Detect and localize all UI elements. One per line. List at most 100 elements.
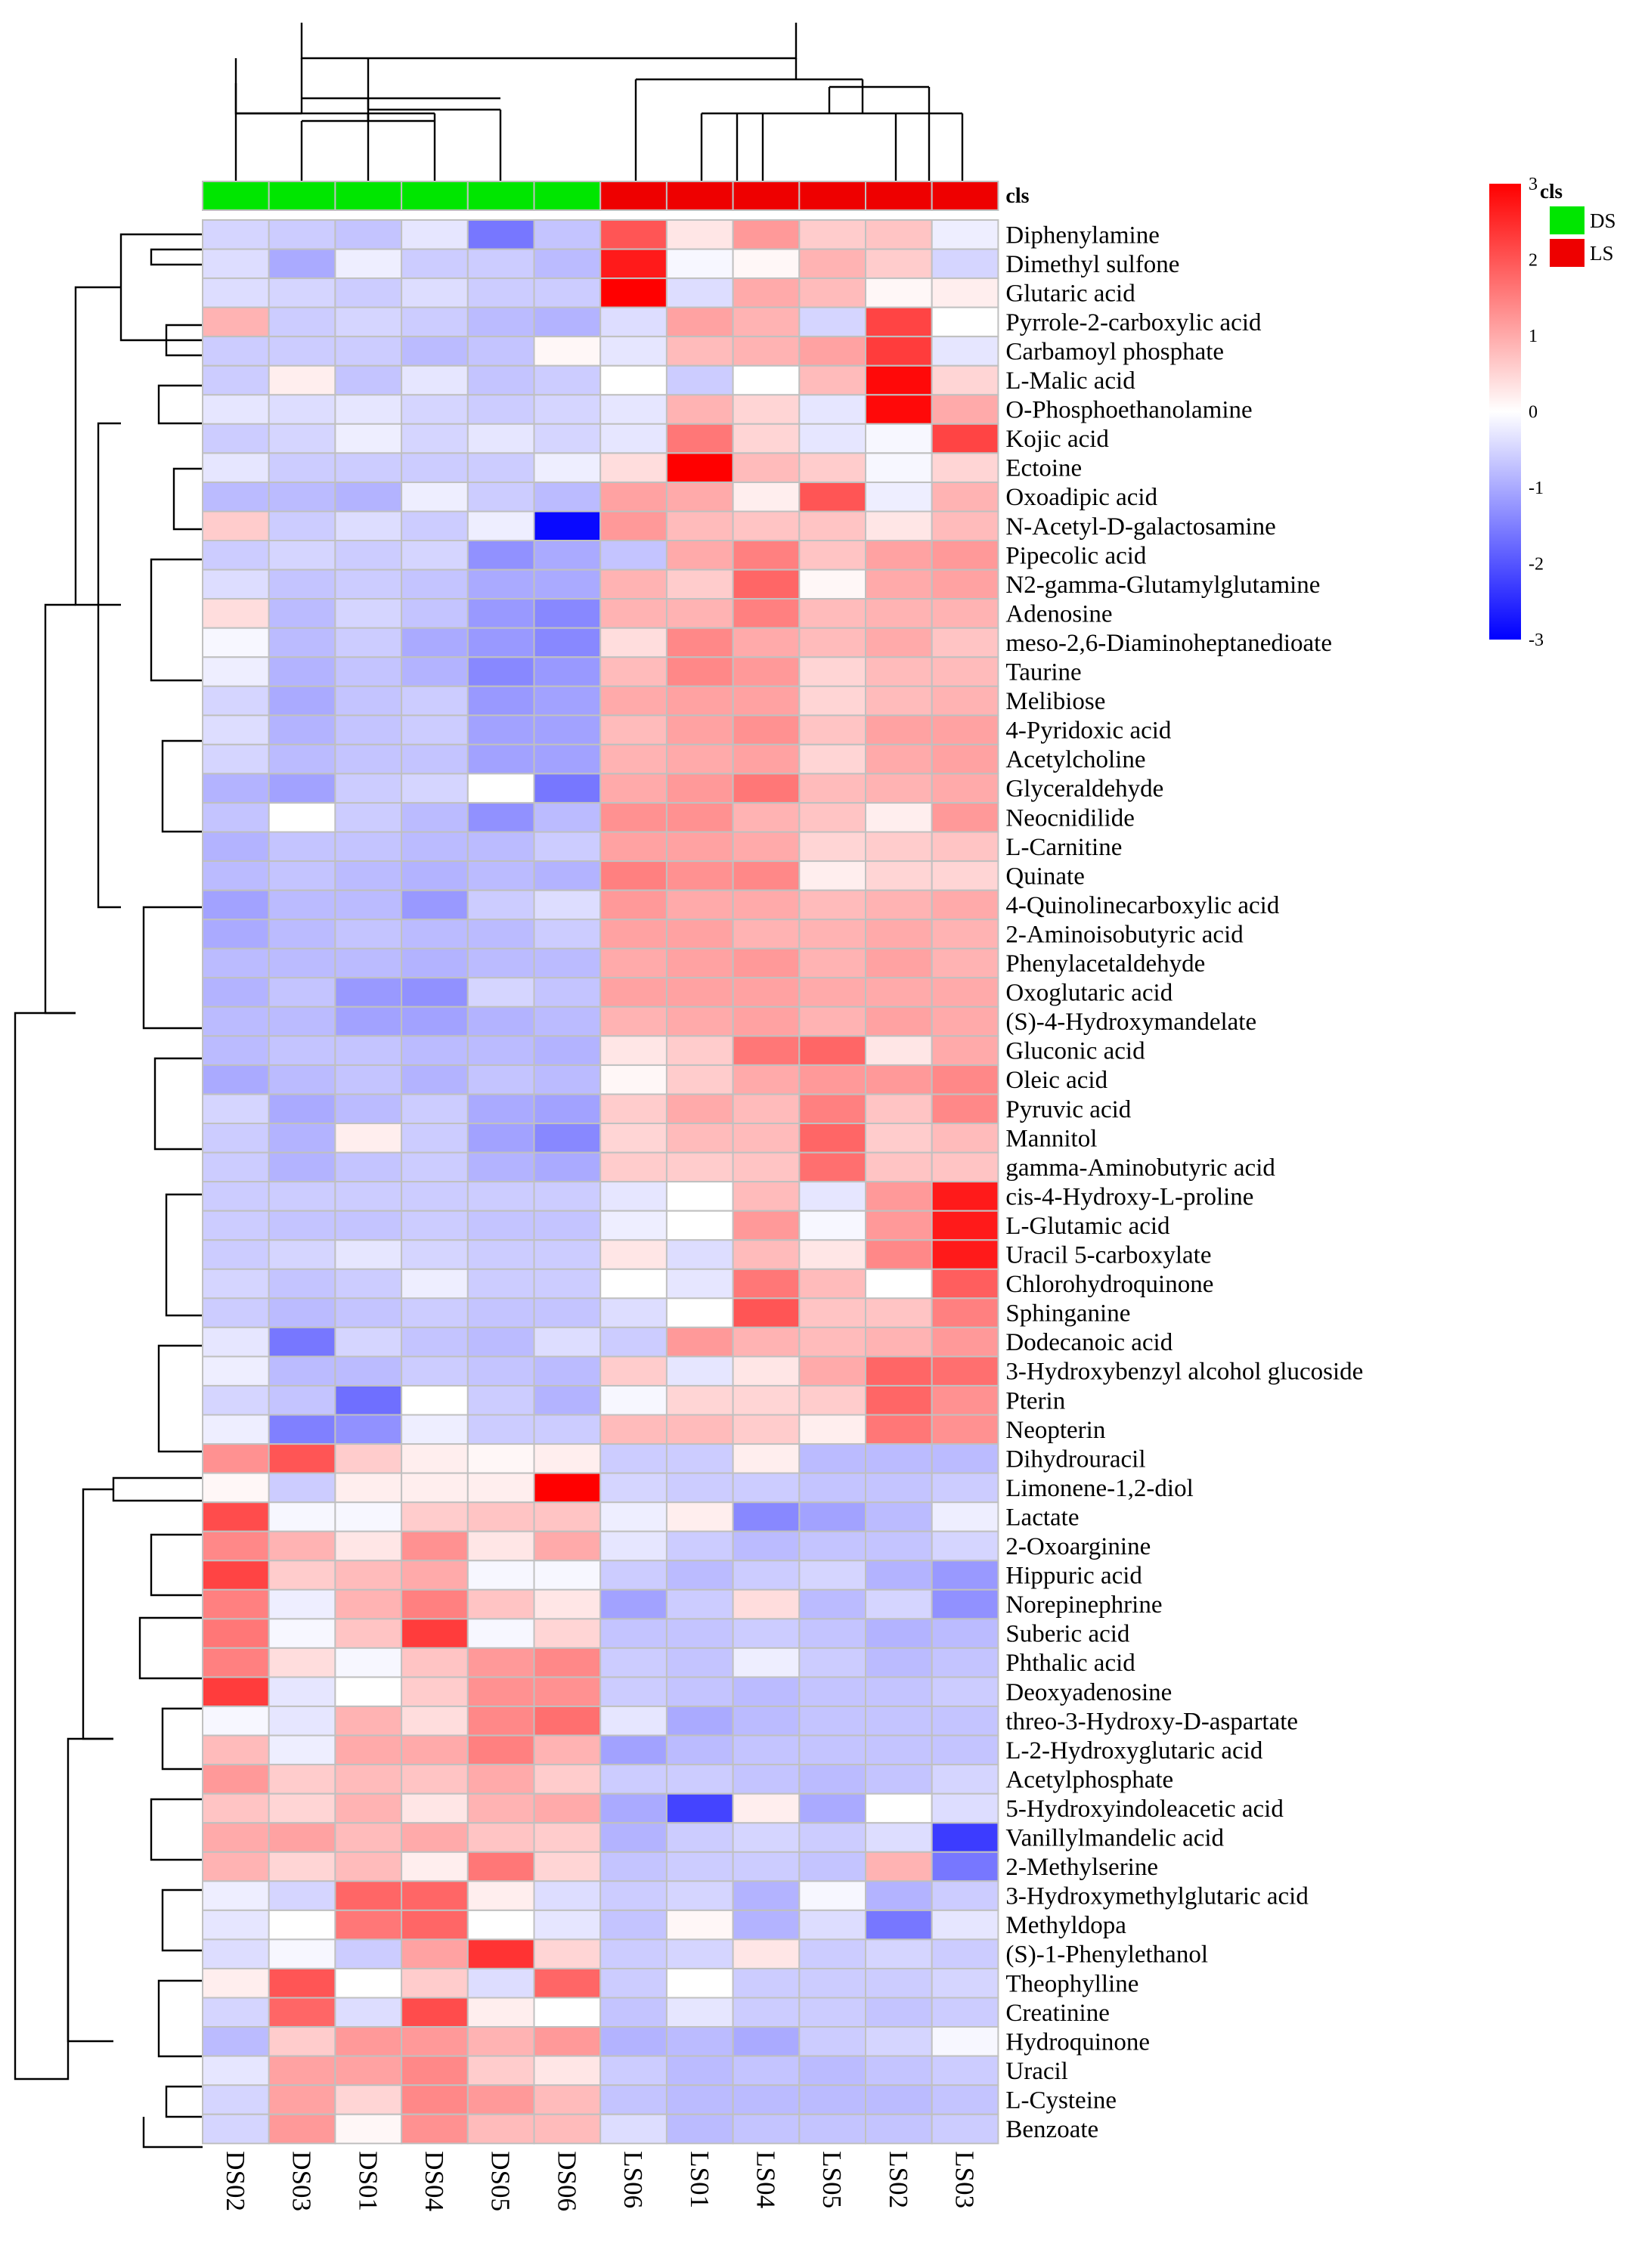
heatmap-cell — [665, 306, 734, 338]
heatmap-cell — [401, 1560, 469, 1591]
heatmap-cell — [466, 977, 535, 1008]
heatmap-cell — [334, 1560, 403, 1591]
heatmap-cell — [401, 1588, 469, 1620]
heatmap-cell — [865, 889, 933, 921]
heatmap-cell — [466, 277, 535, 308]
heatmap-cell — [401, 1239, 469, 1270]
heatmap-cell — [732, 656, 801, 687]
heatmap-cell — [865, 1909, 933, 1941]
metabolite-label: Deoxyadenosine — [1005, 1679, 1172, 1706]
heatmap-cell — [401, 1443, 469, 1474]
heatmap-cell — [202, 1181, 270, 1212]
heatmap-cell — [931, 219, 999, 250]
heatmap-cell — [865, 1414, 933, 1445]
heatmap-cell — [931, 248, 999, 280]
heatmap-cell — [599, 1530, 668, 1562]
heatmap-cell — [931, 1588, 999, 1620]
heatmap-cell — [202, 627, 270, 658]
heatmap-cell — [931, 1005, 999, 1037]
heatmap-cell — [599, 1123, 668, 1154]
heatmap-cell — [798, 831, 867, 862]
heatmap-cell — [268, 977, 336, 1008]
heatmap-cell — [334, 306, 403, 338]
heatmap-cell — [466, 831, 535, 862]
heatmap-cell — [202, 773, 270, 804]
heatmap-cell — [401, 569, 469, 600]
heatmap-cell — [401, 1792, 469, 1824]
heatmap-cell — [798, 336, 867, 367]
heatmap-cell — [466, 1239, 535, 1270]
heatmap-cell — [599, 219, 668, 250]
heatmap-cell — [798, 1123, 867, 1154]
heatmap-cell — [202, 1005, 270, 1037]
heatmap-cell — [202, 743, 270, 775]
heatmap-cell — [466, 1764, 535, 1795]
heatmap-cell — [865, 685, 933, 717]
heatmap-cell — [202, 1385, 270, 1416]
heatmap-cell — [798, 1647, 867, 1678]
heatmap-cell — [466, 2026, 535, 2057]
heatmap-cell — [599, 2113, 668, 2145]
heatmap-cell — [732, 1326, 801, 1358]
heatmap-cell — [665, 2055, 734, 2087]
heatmap-cell — [732, 1268, 801, 1300]
heatmap-cell — [665, 1123, 734, 1154]
heatmap-cell — [599, 685, 668, 717]
heatmap-cell — [931, 1997, 999, 2028]
metabolite-label: O-Phosphoethanolamine — [1005, 397, 1252, 424]
heatmap-cell — [732, 1734, 801, 1766]
heatmap-cell — [931, 1414, 999, 1445]
metabolite-label: Kojic acid — [1005, 426, 1109, 453]
heatmap-cell — [865, 306, 933, 338]
heatmap-cell — [334, 1414, 403, 1445]
heatmap-cell — [865, 1618, 933, 1649]
heatmap-cell — [401, 831, 469, 862]
heatmap-cell — [599, 1792, 668, 1824]
heatmap-cell — [865, 1851, 933, 1882]
heatmap-cell — [334, 2026, 403, 2057]
heatmap-cell — [334, 2084, 403, 2115]
heatmap-cell — [268, 1560, 336, 1591]
heatmap-cell — [334, 1792, 403, 1824]
heatmap-cell — [599, 336, 668, 367]
heatmap-cell — [268, 1822, 336, 1853]
heatmap-cell — [931, 1647, 999, 1678]
group-annotation-cell — [401, 181, 469, 211]
heatmap-cell — [665, 423, 734, 454]
heatmap-cell — [202, 656, 270, 687]
metabolite-label: Acetylcholine — [1005, 746, 1145, 773]
heatmap-cell — [202, 1151, 270, 1183]
heatmap-cell — [732, 482, 801, 513]
heatmap-cell — [401, 947, 469, 979]
heatmap-cell — [533, 1005, 602, 1037]
heatmap-cell — [732, 1501, 801, 1532]
heatmap-cell — [334, 1530, 403, 1562]
heatmap-cell — [665, 1414, 734, 1445]
heatmap-cell — [931, 1822, 999, 1853]
heatmap-cell — [202, 1297, 270, 1328]
heatmap-cell — [533, 277, 602, 308]
heatmap-cell — [665, 627, 734, 658]
heatmap-cell — [665, 1501, 734, 1532]
metabolite-label: cis-4-Hydroxy-L-proline — [1005, 1183, 1253, 1210]
heatmap-cell — [533, 1297, 602, 1328]
heatmap-cell — [865, 1181, 933, 1212]
heatmap-cell — [202, 1764, 270, 1795]
heatmap-cell — [334, 656, 403, 687]
heatmap-cell — [202, 1909, 270, 1941]
heatmap-cell — [401, 1501, 469, 1532]
metabolite-label: Pyrrole-2-carboxylic acid — [1005, 309, 1262, 336]
heatmap-cell — [268, 306, 336, 338]
heatmap-cell — [466, 394, 535, 425]
metabolite-label: N-Acetyl-D-galactosamine — [1005, 513, 1275, 541]
heatmap-cell — [401, 773, 469, 804]
heatmap-cell — [865, 219, 933, 250]
heatmap-cell — [865, 248, 933, 280]
heatmap-cell — [599, 452, 668, 483]
heatmap-cell — [268, 1268, 336, 1300]
heatmap-cell — [533, 2026, 602, 2057]
heatmap-cell — [865, 1588, 933, 1620]
heatmap-cell — [931, 1764, 999, 1795]
heatmap-cell — [466, 1968, 535, 1999]
heatmap-cell — [798, 802, 867, 833]
